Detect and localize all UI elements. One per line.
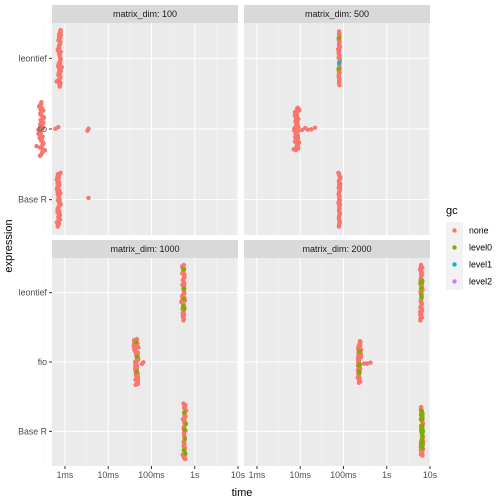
facet-panel: matrix_dim: 500 [235, 5, 431, 235]
legend-label: level2 [469, 277, 492, 287]
x-axis-title: time [232, 487, 253, 499]
data-point [86, 195, 91, 201]
data-point [305, 127, 311, 132]
data-point [183, 421, 189, 426]
x-tick-label: 1s [190, 470, 200, 480]
data-point [181, 286, 187, 291]
legend-label: none [469, 226, 489, 236]
data-point [181, 267, 186, 272]
facet-strip [244, 240, 430, 258]
data-point [181, 318, 186, 323]
data-point [364, 361, 370, 366]
legend-label: level1 [469, 260, 492, 270]
facet-strip-label: matrix_dim: 2000 [302, 244, 371, 254]
legend: gc none level0 level1 level2 [446, 205, 492, 290]
facet-strip-label: matrix_dim: 100 [113, 9, 177, 19]
data-point [182, 456, 188, 462]
x-tick-label: 10ms [289, 470, 311, 480]
data-point [141, 360, 146, 365]
y-tick-label: fio [38, 124, 47, 134]
legend-swatch [452, 262, 457, 267]
legend-swatch [452, 245, 457, 250]
data-point [419, 439, 424, 444]
data-point [356, 369, 362, 374]
data-point [54, 79, 59, 84]
data-point [420, 453, 425, 458]
x-tick-label: 100ms [330, 470, 357, 480]
axes-layer: leontief fio Base R leontief fio Base R 1ms 10m… [18, 53, 438, 480]
facet-strip [244, 5, 430, 23]
facet-strip-label: matrix_dim: 1000 [110, 244, 179, 254]
data-point [134, 369, 139, 374]
data-point [134, 339, 139, 345]
x-tick-label: 10s [423, 470, 438, 480]
data-point [181, 296, 187, 301]
y-tick-label: Base R [18, 195, 47, 205]
data-point [418, 417, 424, 422]
x-tick-label: 1ms [249, 470, 266, 480]
data-point [356, 363, 361, 368]
facet-strip [52, 240, 238, 258]
facet-strip [52, 5, 238, 23]
data-point [86, 126, 91, 131]
facet-panel: matrix_dim: 100 [34, 5, 239, 235]
data-point [56, 125, 61, 130]
data-point [420, 433, 425, 439]
facet-strip-label: matrix_dim: 500 [305, 9, 369, 19]
data-point [134, 354, 140, 359]
data-point [420, 278, 425, 283]
y-tick-label: fio [38, 357, 47, 367]
facet-panel: matrix_dim: 2000 [235, 240, 431, 466]
data-point [57, 84, 62, 89]
data-point [183, 451, 188, 456]
x-tick-label: 10s [231, 470, 246, 480]
data-point [336, 66, 341, 72]
data-point [182, 427, 187, 432]
data-point [40, 126, 45, 131]
data-point [55, 224, 60, 229]
data-point [337, 36, 342, 41]
y-tick-label: leontief [19, 288, 48, 298]
data-point [419, 443, 425, 448]
facet-panel: matrix_dim: 1000 [43, 240, 239, 466]
x-tick-label: 10ms [97, 470, 119, 480]
data-point [336, 60, 342, 66]
panels-layer: matrix_dim: 100 matrix_dim: 500 matrix_dim… [34, 5, 431, 466]
data-point [293, 148, 299, 153]
data-point [356, 380, 362, 385]
data-point [357, 349, 362, 354]
legend-label: level0 [469, 243, 492, 253]
data-point [420, 425, 425, 431]
x-tick-label: 100ms [138, 470, 165, 480]
x-tick-label: 1s [382, 470, 392, 480]
data-point [181, 447, 187, 453]
data-point [182, 436, 187, 442]
data-point [34, 144, 39, 149]
data-point [309, 127, 314, 132]
legend-swatch [452, 279, 457, 284]
data-point [181, 303, 186, 309]
y-tick-label: leontief [19, 53, 48, 63]
data-point [133, 382, 138, 388]
data-point [418, 286, 424, 291]
data-point [336, 224, 342, 229]
y-axis-title: expression [3, 219, 15, 272]
legend-title: gc [446, 205, 458, 217]
data-point [37, 153, 43, 159]
x-tick-label: 1ms [57, 470, 74, 480]
data-point [419, 412, 424, 418]
data-point [419, 292, 424, 297]
data-point [182, 410, 187, 415]
data-point [419, 409, 424, 414]
y-tick-label: Base R [18, 426, 47, 436]
data-point [337, 82, 342, 88]
legend-swatch [452, 228, 457, 233]
data-point [368, 360, 373, 365]
data-point [418, 318, 423, 323]
data-point [312, 125, 318, 130]
